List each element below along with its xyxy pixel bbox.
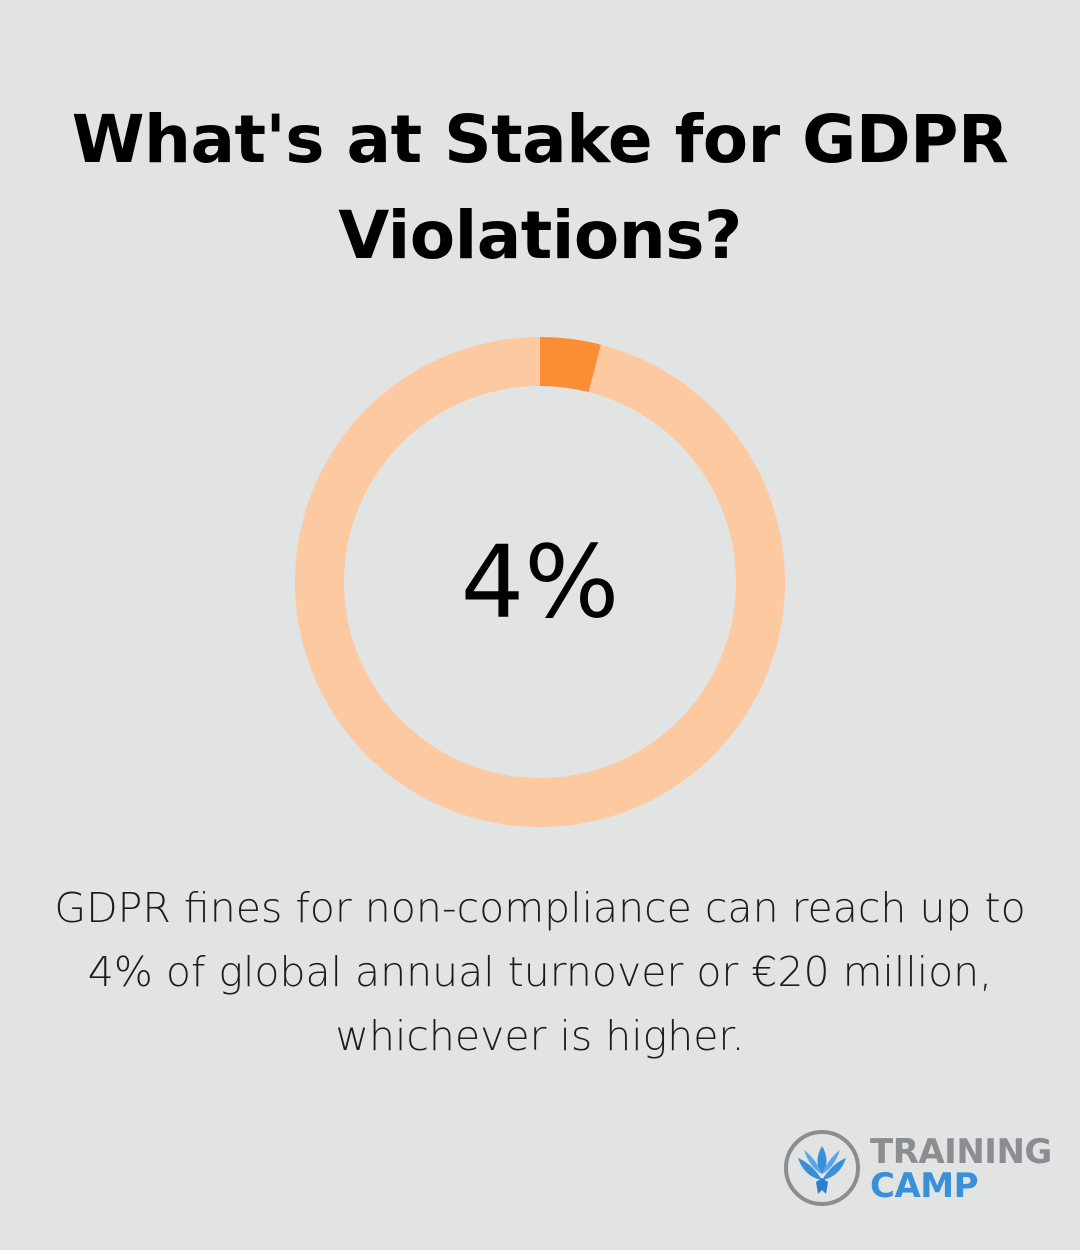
donut-slice-value (540, 337, 601, 393)
logo-word-training: TRAINING (870, 1132, 1052, 1172)
donut-chart: 4% (294, 337, 785, 827)
donut-slices (294, 337, 785, 827)
center-value-label: 4% (461, 524, 620, 641)
lotus-figure-icon (784, 1130, 860, 1206)
logo-word-camp: CAMP (870, 1166, 979, 1206)
caption-text: GDPR fines for non-compliance can reach … (54, 884, 1026, 1060)
training-camp-logo: TRAINING CAMP (782, 1128, 1052, 1210)
page-title: What's at Stake for GDPR Violations? (71, 101, 1009, 274)
